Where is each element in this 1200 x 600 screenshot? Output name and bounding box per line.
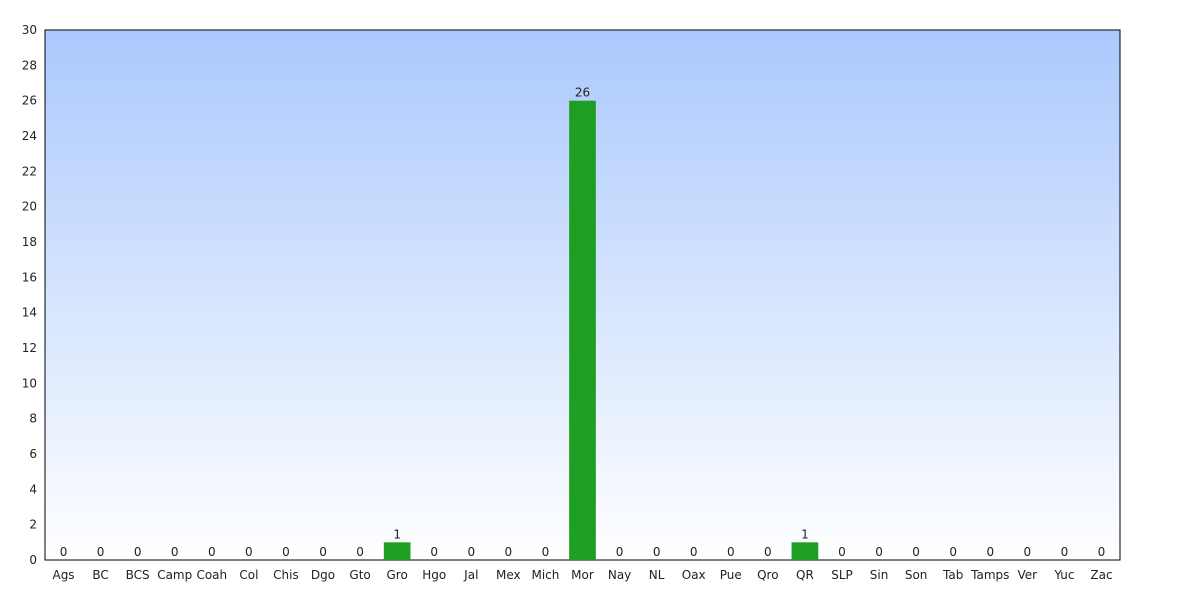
data-label-zac: 0 bbox=[1098, 545, 1106, 559]
x-tick-label-yuc: Yuc bbox=[1053, 568, 1074, 582]
data-labels: 0 0 0 0 0 0 0 0 0 1 0 0 0 0 26 0 0 0 0 0 1 0 0 0 0 0 0 0 0 bbox=[60, 86, 1106, 559]
x-tick-label-tab: Tab bbox=[942, 568, 963, 582]
data-label-yuc: 0 bbox=[1061, 545, 1069, 559]
y-tick-label: 4 bbox=[29, 482, 37, 496]
data-label-dgo: 0 bbox=[319, 545, 327, 559]
x-tick-label-jal: Jal bbox=[463, 568, 478, 582]
x-tick-label-chis: Chis bbox=[273, 568, 299, 582]
y-tick-label: 0 bbox=[29, 553, 37, 567]
data-label-gro: 1 bbox=[393, 527, 401, 541]
x-tick-label-mich: Mich bbox=[531, 568, 559, 582]
data-label-slp: 0 bbox=[838, 545, 846, 559]
x-tick-label-oax: Oax bbox=[682, 568, 706, 582]
x-tick-label-nay: Nay bbox=[608, 568, 631, 582]
x-tick-label-pue: Pue bbox=[720, 568, 742, 582]
data-label-tamps: 0 bbox=[986, 545, 994, 559]
x-axis-ticks: Ags BC BCS Camp Coah Col Chis Dgo Gto Gro Hgo Jal Me… bbox=[52, 568, 1112, 582]
data-label-jal: 0 bbox=[467, 545, 475, 559]
x-tick-label-bcs: BCS bbox=[126, 568, 150, 582]
x-tick-label-mor: Mor bbox=[571, 568, 594, 582]
y-tick-label: 10 bbox=[22, 376, 37, 390]
y-tick-label: 28 bbox=[22, 58, 37, 72]
data-label-oax: 0 bbox=[690, 545, 698, 559]
x-tick-label-hgo: Hgo bbox=[422, 568, 446, 582]
x-tick-label-zac: Zac bbox=[1090, 568, 1112, 582]
data-label-bcs: 0 bbox=[134, 545, 142, 559]
bars-group bbox=[383, 100, 819, 561]
y-tick-label: 14 bbox=[22, 306, 37, 320]
data-label-bc: 0 bbox=[97, 545, 105, 559]
data-label-son: 0 bbox=[912, 545, 920, 559]
x-tick-label-gro: Gro bbox=[386, 568, 407, 582]
y-tick-label: 18 bbox=[22, 235, 37, 249]
bar-gro bbox=[383, 542, 411, 560]
y-tick-label: 20 bbox=[22, 200, 37, 214]
x-tick-label-sin: Sin bbox=[870, 568, 889, 582]
data-label-camp: 0 bbox=[171, 545, 179, 559]
data-label-gto: 0 bbox=[356, 545, 364, 559]
data-label-ags: 0 bbox=[60, 545, 68, 559]
data-label-qro: 0 bbox=[764, 545, 772, 559]
x-tick-label-ver: Ver bbox=[1018, 568, 1038, 582]
y-tick-label: 8 bbox=[29, 412, 37, 426]
y-tick-label: 24 bbox=[22, 129, 37, 143]
data-label-col: 0 bbox=[245, 545, 253, 559]
x-tick-label-camp: Camp bbox=[157, 568, 192, 582]
bar-qr bbox=[791, 542, 819, 560]
x-tick-label-gto: Gto bbox=[349, 568, 370, 582]
y-tick-label: 16 bbox=[22, 270, 37, 284]
data-label-qr: 1 bbox=[801, 527, 809, 541]
x-tick-label-slp: SLP bbox=[831, 568, 853, 582]
bar-mor bbox=[569, 100, 596, 561]
data-label-mor: 26 bbox=[575, 86, 590, 100]
x-tick-label-nl: NL bbox=[649, 568, 665, 582]
y-tick-label: 12 bbox=[22, 341, 37, 355]
data-label-hgo: 0 bbox=[430, 545, 438, 559]
data-label-nl: 0 bbox=[653, 545, 661, 559]
x-tick-label-son: Son bbox=[905, 568, 928, 582]
x-tick-label-col: Col bbox=[239, 568, 258, 582]
y-tick-label: 26 bbox=[22, 94, 37, 108]
x-tick-label-ags: Ags bbox=[52, 568, 74, 582]
data-label-mich: 0 bbox=[542, 545, 550, 559]
x-tick-label-bc: BC bbox=[92, 568, 108, 582]
x-tick-label-qro: Qro bbox=[757, 568, 778, 582]
y-tick-label: 22 bbox=[22, 164, 37, 178]
x-tick-label-tamps: Tamps bbox=[970, 568, 1009, 582]
x-tick-label-coah: Coah bbox=[196, 568, 227, 582]
data-label-pue: 0 bbox=[727, 545, 735, 559]
data-label-coah: 0 bbox=[208, 545, 216, 559]
x-tick-label-mex: Mex bbox=[496, 568, 521, 582]
data-label-nay: 0 bbox=[616, 545, 624, 559]
y-tick-label: 30 bbox=[22, 23, 37, 37]
data-label-mex: 0 bbox=[505, 545, 513, 559]
data-label-ver: 0 bbox=[1024, 545, 1032, 559]
y-tick-label: 2 bbox=[29, 518, 37, 532]
data-label-chis: 0 bbox=[282, 545, 290, 559]
x-tick-label-dgo: Dgo bbox=[311, 568, 335, 582]
x-tick-label-qr: QR bbox=[796, 568, 814, 582]
data-label-tab: 0 bbox=[949, 545, 957, 559]
y-tick-label: 6 bbox=[29, 447, 37, 461]
data-label-sin: 0 bbox=[875, 545, 883, 559]
